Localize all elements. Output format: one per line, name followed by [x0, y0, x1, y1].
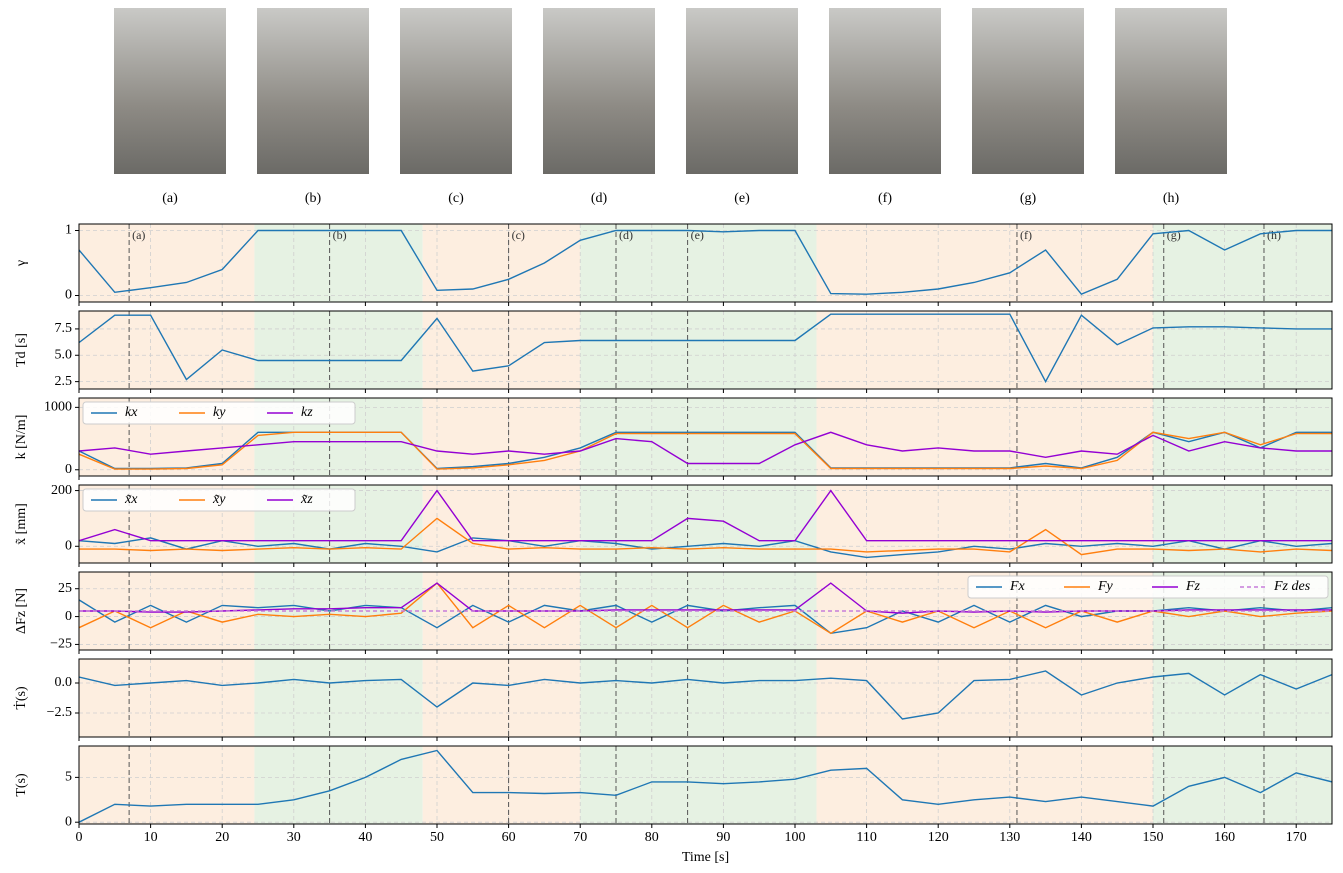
legend-label: Fx	[1009, 579, 1026, 594]
y-axis-label: x̃ [mm]	[14, 503, 29, 545]
x-tick-label: 10	[144, 830, 158, 845]
legend-label: Fy	[1097, 579, 1114, 594]
legend-label: x̃y	[212, 492, 226, 507]
photo	[257, 8, 369, 174]
x-tick-label: 100	[785, 830, 806, 845]
y-tick-label: 200	[51, 483, 72, 498]
photo	[829, 8, 941, 174]
y-axis-label: Ṫ(s)	[13, 686, 29, 710]
photo	[1115, 8, 1227, 174]
event-label: (a)	[132, 228, 145, 242]
phase-region	[423, 659, 581, 737]
photo-caption: (f)	[878, 191, 892, 206]
phase-region	[1153, 659, 1332, 737]
y-tick-label: 0	[65, 609, 72, 624]
legend-label: Fz des	[1273, 579, 1311, 594]
x-tick-label: 30	[287, 830, 301, 845]
photo	[686, 8, 798, 174]
photo	[543, 8, 655, 174]
phase-region	[254, 311, 422, 389]
y-axis-label: k [N/m]	[14, 415, 29, 460]
x-tick-label: 110	[856, 830, 876, 845]
photo	[400, 8, 512, 174]
photo-caption: (c)	[448, 191, 464, 206]
figure: (a)(b)(c)(d)(e)(f)(g)(h)(a)(b)(c)(d)(e)(…	[0, 0, 1343, 873]
x-tick-label: 150	[1143, 830, 1164, 845]
y-tick-label: 0	[65, 288, 72, 303]
y-tick-label: 5.0	[55, 347, 73, 362]
event-label: (h)	[1267, 228, 1281, 242]
legend-label: x̃x	[124, 492, 138, 507]
x-tick-label: 140	[1071, 830, 1092, 845]
x-tick-label: 80	[645, 830, 659, 845]
y-axis-label: T(s)	[14, 773, 29, 797]
y-tick-label: 5	[65, 770, 72, 785]
x-tick-label: 130	[999, 830, 1020, 845]
x-tick-label: 50	[430, 830, 444, 845]
phase-region	[423, 485, 581, 563]
x-tick-label: 90	[716, 830, 730, 845]
x-tick-label: 120	[928, 830, 949, 845]
photo-caption: (e)	[734, 191, 750, 206]
x-tick-label: 160	[1214, 830, 1235, 845]
y-tick-label: 25	[58, 581, 72, 596]
x-tick-label: 170	[1286, 830, 1307, 845]
y-tick-label: 0	[65, 814, 72, 829]
legend-label: Fz	[1185, 579, 1201, 594]
photo	[972, 8, 1084, 174]
photo-caption: (h)	[1163, 191, 1180, 206]
legend-label: kz	[301, 405, 313, 420]
phase-region	[254, 659, 422, 737]
phase-region	[1153, 485, 1332, 563]
y-axis-label: γ	[14, 260, 29, 267]
phase-region	[79, 659, 254, 737]
x-tick-label: 20	[215, 830, 229, 845]
y-tick-label: 0	[65, 539, 72, 554]
y-tick-label: 1	[65, 223, 72, 238]
x-axis-label: Time [s]	[682, 850, 729, 865]
event-label: (e)	[691, 228, 704, 242]
y-tick-label: −25	[50, 637, 72, 652]
y-axis-label: ΔFz [N]	[14, 588, 29, 634]
y-tick-label: −2.5	[47, 705, 72, 720]
y-axis-label: Td [s]	[14, 333, 29, 367]
photo-caption: (a)	[162, 191, 178, 206]
phase-region	[423, 311, 581, 389]
phase-region	[1153, 311, 1332, 389]
event-label: (g)	[1167, 228, 1181, 242]
phase-region	[79, 746, 254, 824]
y-tick-label: 0	[65, 462, 72, 477]
event-label: (f)	[1020, 228, 1032, 242]
y-tick-label: 2.5	[55, 374, 73, 389]
y-tick-label: 0.0	[55, 675, 73, 690]
legend-label: kx	[125, 405, 138, 420]
x-tick-label: 60	[502, 830, 516, 845]
x-tick-label: 40	[358, 830, 372, 845]
photo-caption: (g)	[1020, 191, 1037, 206]
x-tick-label: 70	[573, 830, 587, 845]
photo-caption: (b)	[305, 191, 322, 206]
event-label: (c)	[512, 228, 525, 242]
phase-region	[254, 746, 422, 824]
x-tick-label: 0	[76, 830, 83, 845]
y-tick-label: 1000	[44, 400, 72, 415]
legend-label: x̃z	[300, 492, 313, 507]
phase-region	[423, 746, 581, 824]
photo	[114, 8, 226, 174]
photo-caption: (d)	[591, 191, 608, 206]
y-tick-label: 7.5	[55, 321, 73, 336]
legend-label: ky	[213, 405, 226, 420]
